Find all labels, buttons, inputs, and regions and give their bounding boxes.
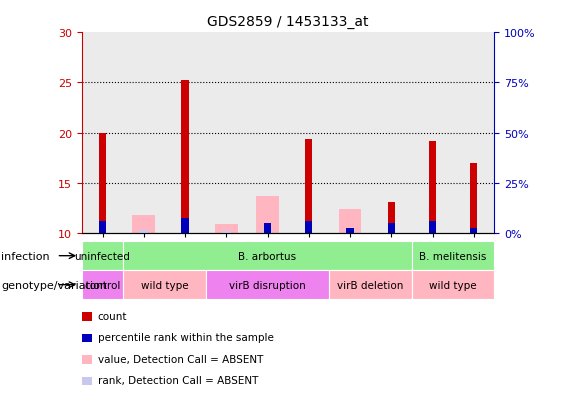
- Text: genotype/variation: genotype/variation: [1, 280, 107, 290]
- Bar: [263, 228, 272, 233]
- Text: percentile rank within the sample: percentile rank within the sample: [98, 332, 273, 342]
- Bar: [181, 81, 189, 233]
- Text: uninfected: uninfected: [75, 251, 131, 261]
- Bar: [221, 231, 231, 233]
- Bar: [247, 33, 288, 233]
- Bar: [388, 202, 395, 233]
- Bar: [264, 223, 271, 233]
- Bar: [164, 33, 206, 233]
- Bar: [371, 33, 412, 233]
- Bar: [132, 215, 155, 233]
- Text: rank, Detection Call = ABSENT: rank, Detection Call = ABSENT: [98, 375, 258, 385]
- Bar: [181, 218, 189, 233]
- Bar: [82, 33, 123, 233]
- Bar: [470, 228, 477, 233]
- Text: B. melitensis: B. melitensis: [419, 251, 487, 261]
- Bar: [206, 33, 247, 233]
- Bar: [256, 196, 279, 233]
- Bar: [346, 228, 354, 233]
- Bar: [305, 221, 312, 233]
- Bar: [139, 230, 149, 233]
- Bar: [305, 139, 312, 233]
- Text: B. arbortus: B. arbortus: [238, 251, 297, 261]
- Text: infection: infection: [1, 251, 50, 261]
- Text: wild type: wild type: [141, 280, 188, 290]
- Bar: [388, 223, 395, 233]
- Bar: [288, 33, 329, 233]
- Text: value, Detection Call = ABSENT: value, Detection Call = ABSENT: [98, 354, 263, 364]
- Bar: [453, 33, 494, 233]
- Bar: [215, 224, 238, 233]
- Text: virB disruption: virB disruption: [229, 280, 306, 290]
- Title: GDS2859 / 1453133_at: GDS2859 / 1453133_at: [207, 15, 369, 29]
- Text: control: control: [84, 280, 121, 290]
- Text: virB deletion: virB deletion: [337, 280, 404, 290]
- Bar: [329, 33, 371, 233]
- Bar: [338, 209, 362, 233]
- Text: count: count: [98, 311, 127, 321]
- Bar: [99, 221, 106, 233]
- Text: wild type: wild type: [429, 280, 477, 290]
- Bar: [412, 33, 453, 233]
- Bar: [429, 221, 436, 233]
- Bar: [123, 33, 164, 233]
- Bar: [345, 230, 355, 233]
- Bar: [470, 163, 477, 233]
- Bar: [429, 141, 436, 233]
- Bar: [99, 133, 106, 233]
